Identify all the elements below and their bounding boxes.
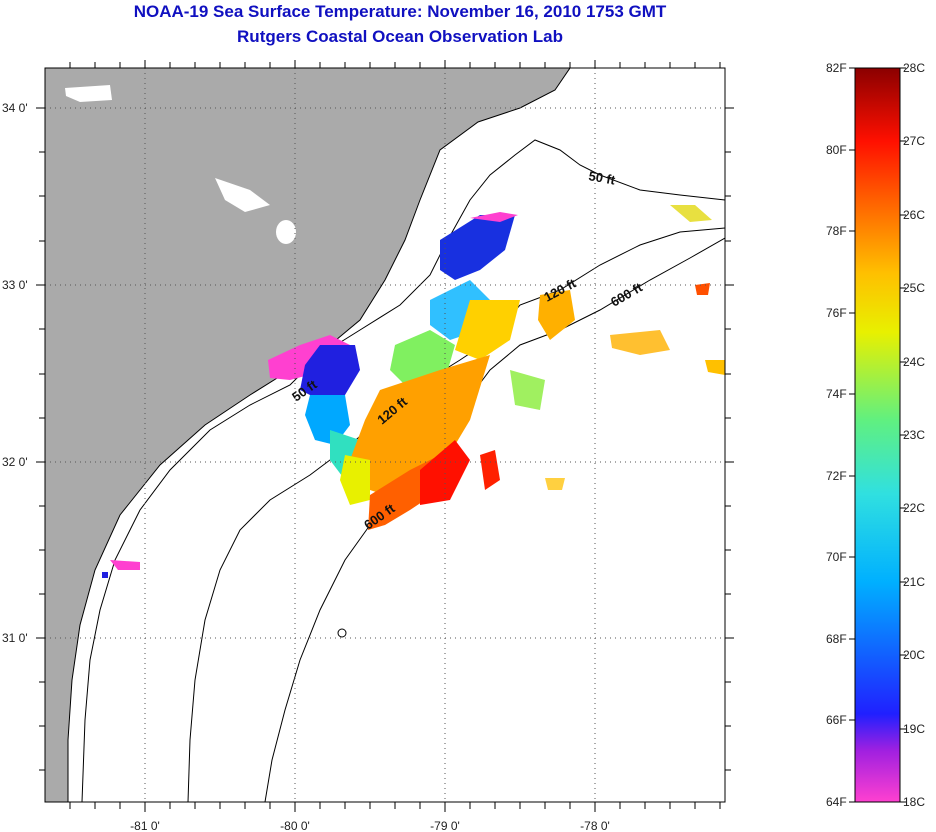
colorbar-f-label-82: 82F [826,61,847,75]
colorbar-f-label-64: 64F [826,795,847,809]
grid [45,68,725,802]
lon-label-78: -78 0' [580,819,610,832]
colorbar-c-label-26: 26C [903,208,925,222]
lat-label-31: 31 0' [2,631,28,645]
colorbar-f-label-80: 80F [826,143,847,157]
lat-label-33: 33 0' [2,278,28,292]
colorbar-c-label-28: 28C [903,61,925,75]
colorbar-c-label-27: 27C [903,134,925,148]
colorbar-c-label-24: 24C [903,355,925,369]
colorbar-c-label-19: 19C [903,722,925,736]
colorbar-f-label-76: 76F [826,306,847,320]
map-title: NOAA-19 Sea Surface Temperature: Novembe… [133,2,667,21]
lat-label-32: 32 0' [2,455,28,469]
colorbar-f-label-72: 72F [826,469,847,483]
colorbar-f-label-70: 70F [826,550,847,564]
sst-data [102,205,725,578]
colorbar-c-label-18: 18C [903,795,925,809]
colorbar-c-label-23: 23C [903,428,925,442]
colorbar-c-label-20: 20C [903,648,925,662]
lat-label-34: 34 0' [2,101,28,115]
lon-label-79: -79 0' [430,819,460,832]
colorbar-c-label-22: 22C [903,501,925,515]
colorbar-f-label-68: 68F [826,632,847,646]
contour-50ft [81,139,725,802]
map-frame [44,67,726,803]
contour-label-50ft-north: 50 ft [587,168,617,188]
colorbar-f-label-74: 74F [826,387,847,401]
lon-label-80: -80 0' [280,819,310,832]
lon-label-81: -81 0' [130,819,160,832]
map-subtitle: Rutgers Coastal Ocean Observation Lab [237,27,563,46]
colorbar-c-label-25: 25C [903,281,925,295]
colorbar-c-label-21: 21C [903,575,925,589]
colorbar-f-label-66: 66F [826,713,847,727]
colorbar [854,67,901,803]
colorbar-f-label-78: 78F [826,224,847,238]
